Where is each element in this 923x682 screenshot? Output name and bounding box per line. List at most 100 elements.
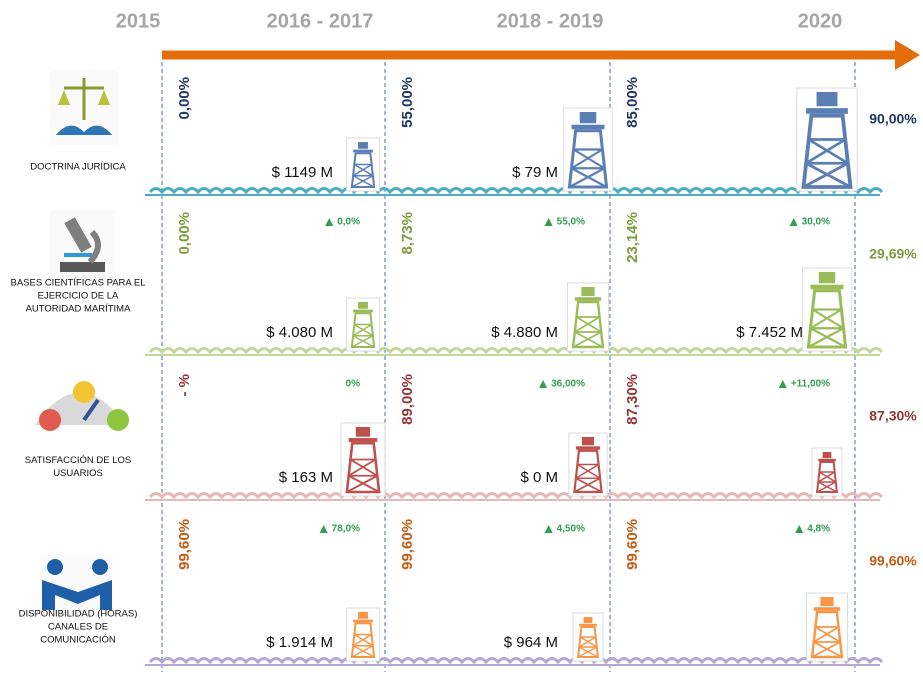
lighthouse-deck	[575, 297, 601, 301]
row-label: DISPONIBILIDAD (HORAS)	[19, 609, 138, 620]
row-label: USUARIOS	[53, 468, 103, 479]
percent: 99,60%	[176, 519, 193, 570]
change: 36,00%	[551, 379, 585, 390]
change: 0%	[346, 379, 361, 390]
lighthouse	[802, 268, 851, 351]
percent: 99,60%	[624, 519, 641, 570]
percent: 23,14%	[624, 212, 641, 263]
amount: $ 0 M	[520, 469, 558, 486]
lighthouse-top	[582, 437, 594, 445]
lighthouse	[347, 298, 380, 351]
year-label: 2020	[798, 10, 843, 32]
percent: 87,30%	[624, 374, 641, 425]
wave	[150, 494, 882, 498]
percent: 85,00%	[624, 77, 641, 128]
year-label: 2018 - 2019	[497, 10, 604, 32]
lighthouse-top	[823, 452, 832, 458]
lighthouse	[812, 448, 842, 496]
final-percent: 29,69%	[869, 246, 917, 262]
lighthouse-top	[819, 272, 836, 283]
row-label: EJERCICIO DE LA	[38, 291, 119, 302]
percent: 99,60%	[399, 519, 416, 570]
final-percent: 99,60%	[869, 553, 917, 569]
lighthouse-deck	[579, 624, 597, 626]
change: 0,0%	[337, 217, 360, 228]
year-label: 2015	[116, 10, 161, 32]
change: 4,50%	[557, 524, 585, 535]
lighthouse-top	[817, 92, 838, 106]
up-arrow	[320, 525, 328, 533]
row-label: DOCTRINA JURÍDICA	[30, 162, 126, 173]
lighthouse-deck	[811, 285, 844, 290]
amount: $ 1149 M	[272, 164, 333, 181]
lighthouse-top	[358, 302, 368, 309]
up-arrow	[325, 218, 333, 226]
year-label: 2016 - 2017	[267, 10, 374, 32]
lighthouse	[573, 613, 603, 661]
infographic: 2015 2016 - 2017 2018 - 2019 2020 DOCTRINA J…	[0, 0, 923, 682]
row-label: AUTORIDAD MARÍTIMA	[26, 304, 132, 315]
lighthouse-top	[358, 142, 368, 149]
row-label: SATISFACCIÓN DE LOS	[25, 455, 131, 466]
lighthouse-top	[820, 597, 833, 606]
lighthouse-deck	[572, 125, 605, 130]
arrow-head	[895, 40, 920, 70]
lighthouse-top	[584, 617, 593, 623]
up-arrow	[795, 525, 803, 533]
change: 4,8%	[807, 524, 830, 535]
final-percent: 90,00%	[869, 111, 917, 127]
amount: $ 163 M	[279, 469, 333, 486]
change: +11,00%	[791, 379, 830, 390]
amount: $ 964 M	[504, 634, 558, 651]
percent: - %	[176, 374, 193, 397]
percent: 0,00%	[176, 77, 193, 120]
lighthouse	[568, 283, 609, 351]
lighthouse-top	[581, 287, 594, 296]
up-arrow	[539, 380, 547, 388]
lighthouse-deck	[814, 607, 840, 611]
handshake-icon	[40, 555, 112, 615]
amount: $ 4.880 M	[491, 324, 558, 341]
amount: $ 4.080 M	[266, 324, 333, 341]
percent: 0,00%	[176, 212, 193, 255]
lighthouse-deck	[349, 438, 378, 442]
lighthouse-top	[358, 612, 368, 619]
microscope-icon	[50, 210, 115, 282]
lighthouse-deck	[353, 150, 373, 153]
scales-icon	[50, 70, 118, 145]
wave	[150, 349, 882, 353]
change: 78,0%	[332, 524, 360, 535]
lighthouse	[563, 108, 612, 191]
row-label: CANALES DE	[48, 622, 108, 633]
percent: 55,00%	[399, 77, 416, 128]
lighthouse-top	[356, 427, 370, 437]
lighthouse	[807, 593, 848, 661]
percent: 8,73%	[399, 212, 416, 255]
satisfaction-icon	[35, 381, 129, 431]
lighthouse-deck	[353, 310, 373, 313]
row-label: COMUNICACIÓN	[40, 635, 116, 646]
lighthouse	[569, 433, 607, 496]
lighthouse-deck	[353, 620, 373, 623]
lighthouse	[797, 88, 857, 191]
row-label: BASES CIENTÍFICAS PARA EL	[11, 278, 146, 289]
amount: $ 1.914 M	[266, 634, 333, 651]
amount: $ 79 M	[512, 164, 558, 181]
wave	[150, 659, 882, 663]
lighthouse-top	[580, 112, 597, 123]
up-arrow	[779, 380, 787, 388]
lighthouse	[347, 138, 380, 191]
wave	[150, 189, 882, 193]
up-arrow	[545, 218, 553, 226]
amount: $ 7.452 M	[736, 324, 803, 341]
change: 30,0%	[802, 217, 830, 228]
up-arrow	[545, 525, 553, 533]
change: 55,0%	[557, 217, 585, 228]
lighthouse-deck	[576, 446, 600, 449]
up-arrow	[790, 218, 798, 226]
lighthouse-deck	[818, 459, 836, 461]
final-percent: 87,30%	[869, 408, 917, 424]
lighthouse	[347, 608, 380, 661]
lighthouse-deck	[806, 108, 848, 114]
percent: 89,00%	[399, 374, 416, 425]
